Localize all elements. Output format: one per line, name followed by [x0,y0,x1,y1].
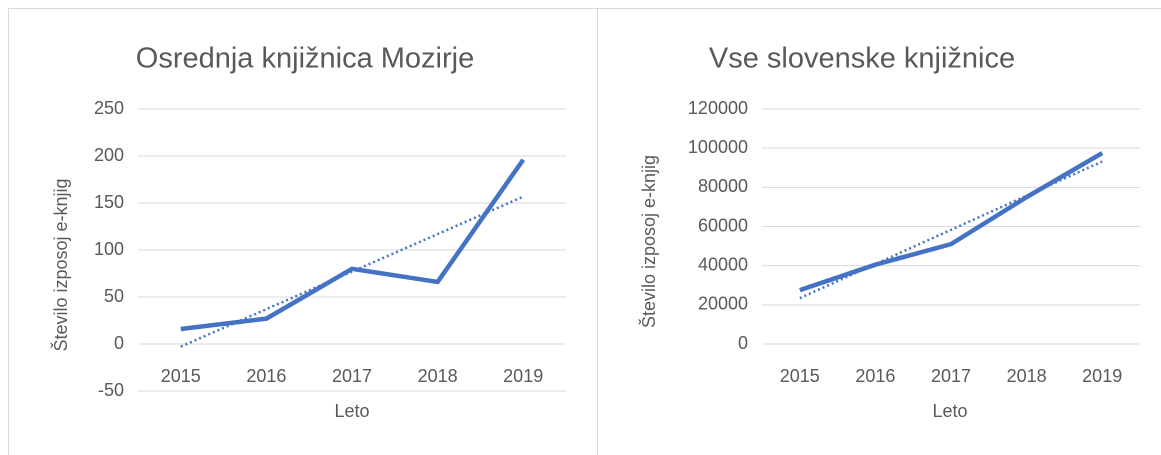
x-tick-label: 2016 [855,366,895,386]
panel [8,8,598,455]
y-axis-label: Število izposoj e-knjig [638,155,659,328]
trendline [180,195,524,348]
chart-title: Osrednja knjižnica Mozirje [136,43,474,75]
y-tick-label: 60000 [698,215,748,235]
line [180,158,526,332]
x-axis-label: Leto [932,401,967,421]
y-tick-label: 250 [94,98,124,118]
x-tick-label: 2017 [332,366,372,386]
y-tick-label: 20000 [698,294,748,314]
y-tick-label: 100 [94,239,124,259]
chart-title: Vse slovenske knjižnice [709,43,1015,75]
trendline [799,160,1103,300]
x-tick-label: 2015 [161,366,201,386]
y-tick-label: 120000 [688,98,748,118]
y-tick-label: 40000 [698,254,748,274]
y-tick-label: 100000 [688,137,748,157]
y-tick-label: 200 [94,145,124,165]
x-tick-label: 2018 [1007,366,1047,386]
x-tick-label: 2015 [780,366,820,386]
y-tick-label: 50 [104,286,124,306]
y-tick-label: 0 [114,333,124,353]
y-tick-label: 0 [738,333,748,353]
x-tick-label: 2016 [246,366,286,386]
x-axis-label: Leto [334,401,369,421]
y-axis-label: Število izposoj e-knjig [50,178,71,351]
x-tick-label: 2019 [1082,366,1122,386]
y-tick-label: 80000 [698,176,748,196]
x-tick-label: 2017 [931,366,971,386]
line [799,151,1104,293]
x-tick-label: 2019 [503,366,543,386]
panel [597,8,1161,455]
y-tick-label: 150 [94,192,124,212]
y-tick-label: -50 [98,380,124,400]
x-tick-label: 2018 [418,366,458,386]
